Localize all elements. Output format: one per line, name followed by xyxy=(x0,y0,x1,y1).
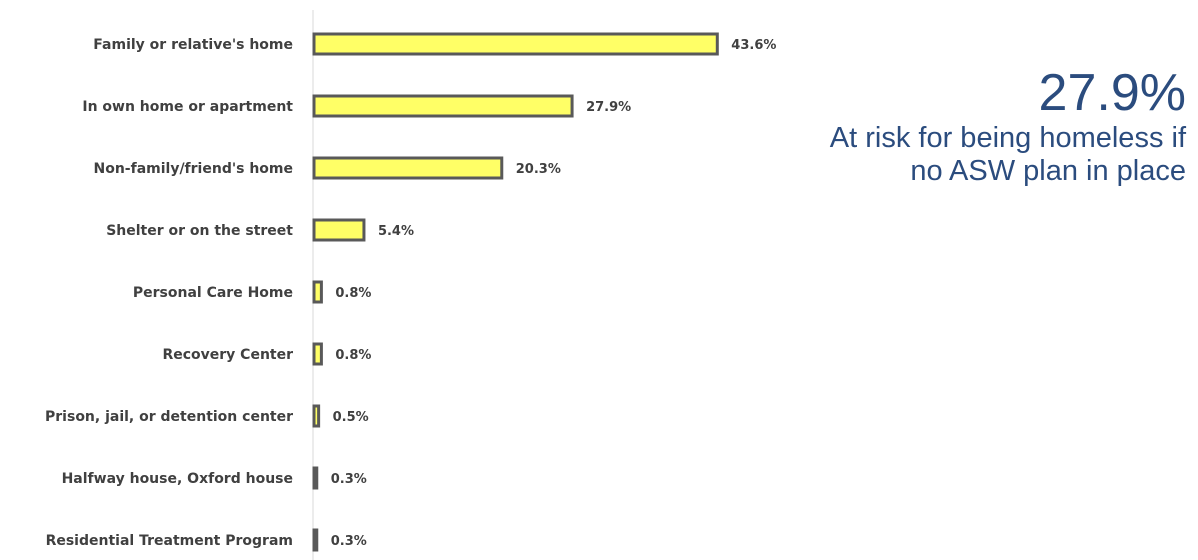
bar-halfway-house-oxford-house xyxy=(312,466,319,490)
category-label-family-or-relative-s-home: Family or relative's home xyxy=(93,37,293,53)
value-label-halfway-house-oxford-house: 0.3% xyxy=(331,472,367,487)
category-label-residential-treatment-program: Residential Treatment Program xyxy=(46,533,293,549)
category-label-non-family-friend-s-home: Non-family/friend's home xyxy=(93,161,293,177)
callout-line-1: At risk for being homeless if xyxy=(829,122,1186,154)
value-label-shelter-or-on-the-street: 5.4% xyxy=(378,224,414,239)
category-label-shelter-or-on-the-street: Shelter or on the street xyxy=(106,223,293,239)
value-label-in-own-home-or-apartment: 27.9% xyxy=(586,100,631,115)
value-label-family-or-relative-s-home: 43.6% xyxy=(731,38,776,53)
bar-family-or-relative-s-home xyxy=(312,32,719,56)
bar-personal-care-home xyxy=(312,280,323,304)
value-label-non-family-friend-s-home: 20.3% xyxy=(516,162,561,177)
category-label-recovery-center: Recovery Center xyxy=(162,347,293,363)
bar-in-own-home-or-apartment xyxy=(312,94,574,118)
callout-value: 27.9% xyxy=(1038,64,1186,122)
bar-non-family-friend-s-home xyxy=(312,156,504,180)
value-label-recovery-center: 0.8% xyxy=(335,348,371,363)
value-label-residential-treatment-program: 0.3% xyxy=(331,534,367,549)
value-label-prison-jail-or-detention-center: 0.5% xyxy=(333,410,369,425)
bar-shelter-or-on-the-street xyxy=(312,218,366,242)
category-label-prison-jail-or-detention-center: Prison, jail, or detention center xyxy=(45,409,293,425)
category-label-personal-care-home: Personal Care Home xyxy=(133,285,293,301)
category-label-in-own-home-or-apartment: In own home or apartment xyxy=(82,99,293,115)
bar-recovery-center xyxy=(312,342,323,366)
bar-prison-jail-or-detention-center xyxy=(312,404,321,428)
category-label-halfway-house-oxford-house: Halfway house, Oxford house xyxy=(62,471,293,487)
callout-line-2: no ASW plan in place xyxy=(910,155,1186,187)
risk-callout: 27.9% At risk for being homeless if no A… xyxy=(716,64,1186,188)
bar-residential-treatment-program xyxy=(312,528,319,552)
value-label-personal-care-home: 0.8% xyxy=(335,286,371,301)
